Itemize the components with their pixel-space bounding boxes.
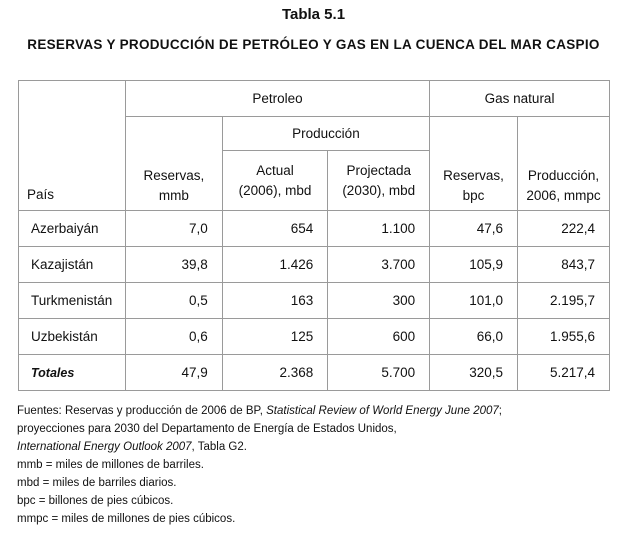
cell-gas-reservas: 105,9 (429, 246, 518, 283)
cell-reservas: 0,5 (124, 282, 223, 319)
cell-totales-label: Totales (18, 354, 126, 391)
header-petroleo: Petroleo (124, 80, 431, 117)
cell-country: Azerbaiyán (18, 210, 126, 247)
note-sources-bp-title: Statistical Review of World Energy June … (266, 405, 499, 417)
cell-gas-produccion: 1.955,6 (517, 318, 610, 355)
note-sources-ieo-title: International Energy Outlook 2007 (17, 441, 192, 453)
table-title: RESERVAS Y PRODUCCIÓN DE PETRÓLEO Y GAS … (27, 37, 600, 52)
cell-gas-reservas: 66,0 (429, 318, 518, 355)
note-mmb: mmb = miles de millones de barriles. (17, 459, 204, 471)
cell-actual: 654 (221, 210, 329, 247)
cell-total-reservas: 47,9 (124, 354, 223, 391)
header-gas-produccion: Producción, 2006, mmpc (517, 116, 610, 211)
cell-country: Kazajistán (18, 246, 126, 283)
note-sources-tabla: , Tabla G2. (191, 441, 247, 453)
header-reservas-mmb: Reservas, mmb (124, 116, 223, 211)
note-sources-text: Fuentes: Reservas y producción de 2006 d… (17, 405, 267, 417)
table-row: Uzbekistán 0,6 125 600 66,0 1.955,6 (18, 318, 610, 355)
table-number: Tabla 5.1 (281, 6, 346, 23)
cell-reservas: 7,0 (124, 210, 223, 247)
header-actual-line2: (2006), mbd (238, 182, 312, 198)
table-row: Azerbaiyán 7,0 654 1.100 47,6 222,4 (18, 210, 610, 247)
cell-total-actual: 2.368 (221, 354, 329, 391)
cell-proyectada: 600 (327, 318, 431, 355)
cell-proyectada: 1.100 (327, 210, 431, 247)
table-row: Turkmenistán 0,5 163 300 101,0 2.195,7 (18, 282, 610, 319)
header-actual: Actual (2006), mbd (221, 150, 329, 211)
header-proyectada-line1: Projectada (346, 162, 411, 178)
cell-country: Turkmenistán (18, 282, 126, 319)
cell-actual: 125 (221, 318, 329, 355)
header-gas-natural: Gas natural (429, 80, 610, 117)
header-gas-reservas-line1: Reservas, (443, 168, 504, 183)
header-gas-reservas-line2: bpc (462, 188, 485, 203)
note-sources-line1: Fuentes: Reservas y producción de 2006 d… (17, 402, 617, 420)
cell-proyectada: 3.700 (327, 246, 431, 283)
header-reservas-line2: mmb (158, 188, 189, 203)
cell-gas-produccion: 843,7 (517, 246, 610, 283)
cell-reservas: 39,8 (124, 246, 223, 283)
table-row: Kazajistán 39,8 1.426 3.700 105,9 843,7 (18, 246, 610, 283)
table-notes: Fuentes: Reservas y producción de 2006 d… (17, 402, 617, 528)
totals-row: Totales 47,9 2.368 5.700 320,5 5.217,4 (18, 354, 610, 391)
oil-gas-table: País Petroleo Gas natural Reservas, mmb … (18, 80, 610, 391)
cell-gas-reservas: 101,0 (429, 282, 518, 319)
note-mmpc: mmpc = miles de millones de pies cúbicos… (17, 513, 236, 525)
cell-gas-produccion: 222,4 (517, 210, 610, 247)
header-gas-produccion-line1: Producción, (527, 168, 600, 183)
note-bpc: bpc = billones de pies cúbicos. (17, 495, 174, 507)
cell-total-gas-reservas: 320,5 (429, 354, 518, 391)
cell-country: Uzbekistán (18, 318, 126, 355)
header-gas-reservas: Reservas, bpc (429, 116, 518, 211)
header-actual-line1: Actual (256, 162, 294, 178)
cell-total-gas-produccion: 5.217,4 (517, 354, 610, 391)
cell-proyectada: 300 (327, 282, 431, 319)
cell-actual: 1.426 (221, 246, 329, 283)
cell-actual: 163 (221, 282, 329, 319)
note-sources-line3: International Energy Outlook 2007, Tabla… (17, 438, 617, 456)
header-pais: País (18, 80, 126, 211)
header-proyectada: Projectada (2030), mbd (327, 150, 431, 211)
note-sources-semicolon: ; (498, 405, 502, 417)
cell-reservas: 0,6 (124, 318, 223, 355)
header-produccion: Producción (221, 116, 431, 151)
header-reservas-line1: Reservas, (143, 168, 205, 183)
note-sources-line2: proyecciones para 2030 del Departamento … (17, 423, 397, 435)
note-mbd: mbd = miles de barriles diarios. (17, 477, 177, 489)
header-gas-produccion-line2: 2006, mmpc (526, 188, 601, 203)
header-proyectada-line2: (2030), mbd (342, 182, 416, 198)
cell-gas-produccion: 2.195,7 (517, 282, 610, 319)
cell-total-proyectada: 5.700 (327, 354, 431, 391)
cell-gas-reservas: 47,6 (429, 210, 518, 247)
